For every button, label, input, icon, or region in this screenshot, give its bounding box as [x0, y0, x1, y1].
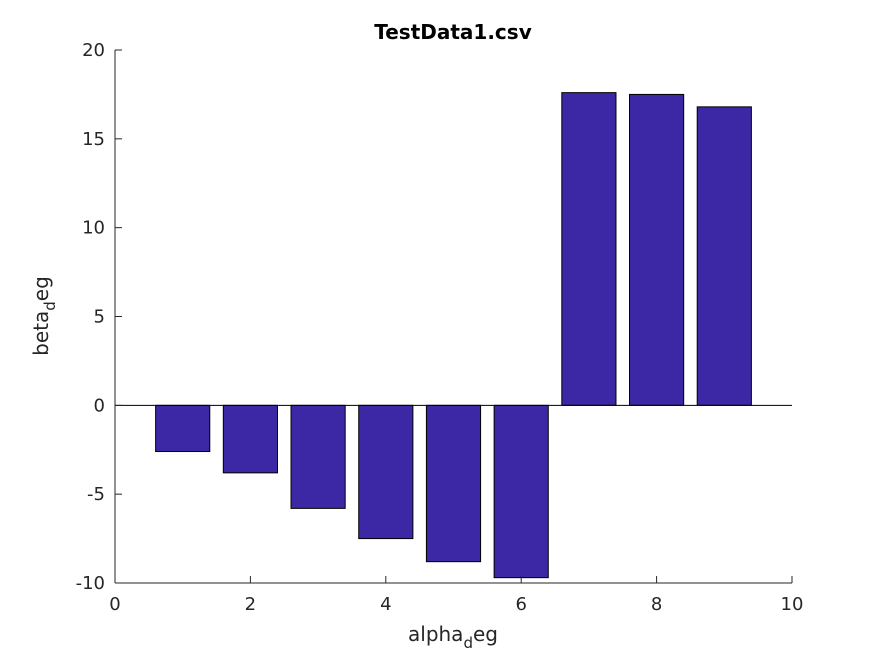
y-tick-label: 10: [82, 218, 105, 239]
x-tick-label: 0: [109, 594, 120, 615]
x-tick-label: 4: [380, 594, 391, 615]
y-tick-label: -10: [76, 573, 105, 594]
y-tick-label: 0: [94, 395, 105, 416]
y-tick-label: -5: [87, 484, 105, 505]
bar-7: [561, 92, 617, 406]
y-tick-label: 15: [82, 129, 105, 150]
bar-4: [358, 404, 414, 540]
bar-1: [155, 404, 211, 453]
bar-5: [425, 404, 482, 563]
x-tick-label: 2: [245, 594, 256, 615]
x-axis-label: alphadeg: [408, 622, 498, 652]
bar-9: [696, 106, 752, 406]
bar-2: [222, 404, 278, 474]
bar-8: [629, 93, 685, 406]
x-tick-label: 8: [651, 594, 662, 615]
y-tick-label: 5: [94, 307, 105, 328]
ticks-group: 0 2 4 6 8 10 -10 -5 0 5 10 15 20: [76, 40, 804, 615]
y-tick-label: 20: [82, 40, 105, 61]
bars-group: [155, 92, 752, 579]
bar-6: [493, 404, 549, 579]
bar-3: [290, 404, 346, 509]
x-tick-label: 10: [781, 594, 804, 615]
x-tick-label: 6: [515, 594, 526, 615]
chart-title: TestData1.csv: [374, 20, 531, 44]
y-axis-label: betadeg: [29, 276, 59, 356]
